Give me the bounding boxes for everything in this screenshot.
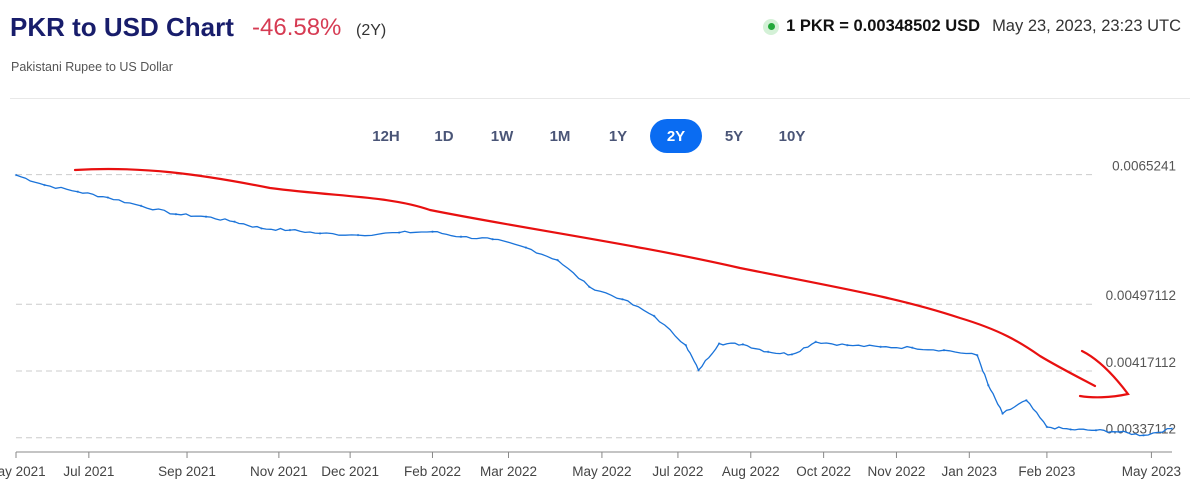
annotation-arrow-head <box>1078 349 1130 399</box>
data-point <box>1170 427 1174 430</box>
annotation-trend-line <box>73 167 1097 388</box>
x-tick-label: Oct 2022 <box>796 464 851 479</box>
rate-value: 1 PKR = 0.00348502 USD <box>786 17 981 35</box>
data-point <box>814 340 817 344</box>
x-tick-label: Feb 2023 <box>1018 464 1075 479</box>
x-tick-label: Mar 2022 <box>480 464 537 479</box>
data-point <box>717 342 721 345</box>
x-tick-label: Nov 2021 <box>250 464 308 479</box>
y-tick-label: 0.0065241 <box>1112 159 1176 174</box>
data-point <box>621 298 624 301</box>
data-point <box>356 233 360 237</box>
data-point <box>106 196 110 199</box>
header-divider <box>10 98 1190 99</box>
x-tick-label: May 2023 <box>1122 464 1181 479</box>
percent-change: -46.58% <box>252 14 342 41</box>
rate-timestamp: May 23, 2023, 23:23 UTC <box>992 17 1181 35</box>
period-button-1m[interactable]: 1M <box>534 119 586 153</box>
period-button-2y[interactable]: 2Y <box>650 119 702 153</box>
x-tick-label: Jul 2022 <box>652 464 703 479</box>
data-point <box>14 173 18 177</box>
data-point <box>260 227 263 230</box>
x-tick-label: May 2022 <box>572 464 631 479</box>
data-point <box>459 235 463 238</box>
data-point <box>846 344 849 347</box>
series-line-pkr-usd <box>15 174 1172 437</box>
data-point <box>139 204 143 208</box>
live-rate: 1 PKR = 0.00348502 USD May 23, 2023, 23:… <box>763 17 1181 36</box>
data-point <box>431 230 434 233</box>
data-point <box>1142 434 1145 437</box>
data-point <box>1094 429 1098 432</box>
live-indicator-icon <box>763 18 780 35</box>
x-tick-label: Dec 2021 <box>321 464 379 479</box>
x-tick-label: Nov 2022 <box>868 464 926 479</box>
data-point <box>987 384 990 387</box>
data-point <box>398 231 401 234</box>
data-point <box>1069 428 1072 431</box>
period-label: (2Y) <box>356 22 387 39</box>
x-tick-label: Aug 2022 <box>722 464 780 479</box>
y-tick-label: 0.00417112 <box>1106 355 1176 370</box>
page-title: PKR to USD Chart <box>10 12 234 42</box>
period-button-12h[interactable]: 12H <box>360 119 412 153</box>
data-point <box>491 238 494 241</box>
data-point <box>1025 399 1028 402</box>
x-tick-label: Jan 2023 <box>942 464 998 479</box>
x-tick-label: Feb 2022 <box>404 464 461 479</box>
data-point <box>942 349 946 352</box>
data-point <box>524 246 528 249</box>
x-tick-label: May 2021 <box>0 464 46 479</box>
period-button-1w[interactable]: 1W <box>476 119 528 153</box>
y-tick-label: 0.00497112 <box>1106 288 1176 303</box>
data-point <box>697 369 700 372</box>
period-button-1y[interactable]: 1Y <box>592 119 644 153</box>
data-point <box>879 345 882 349</box>
period-button-10y[interactable]: 10Y <box>766 119 818 153</box>
x-tick-label: Jul 2021 <box>63 464 114 479</box>
data-point <box>288 228 292 232</box>
period-button-1d[interactable]: 1D <box>418 119 470 153</box>
data-point <box>684 344 688 347</box>
data-point <box>1118 430 1121 434</box>
data-point <box>741 343 745 346</box>
page-subtitle: Pakistani Rupee to US Dollar <box>11 60 173 74</box>
data-point <box>766 350 770 354</box>
data-point <box>174 213 178 216</box>
data-point <box>1045 425 1049 429</box>
data-point <box>790 353 794 356</box>
data-point <box>556 258 559 262</box>
x-tick-label: Sep 2021 <box>158 464 216 479</box>
data-point <box>911 346 914 349</box>
data-point <box>1001 412 1004 415</box>
data-point <box>652 314 656 318</box>
data-point <box>204 215 208 218</box>
data-point <box>976 354 979 357</box>
period-selector: 12H 1D 1W 1M 1Y 2Y 5Y 10Y <box>360 119 824 153</box>
data-point <box>588 285 591 289</box>
data-point <box>43 183 46 187</box>
period-button-5y[interactable]: 5Y <box>708 119 760 153</box>
data-point <box>318 232 322 235</box>
data-point <box>76 190 79 193</box>
data-point <box>233 220 236 223</box>
